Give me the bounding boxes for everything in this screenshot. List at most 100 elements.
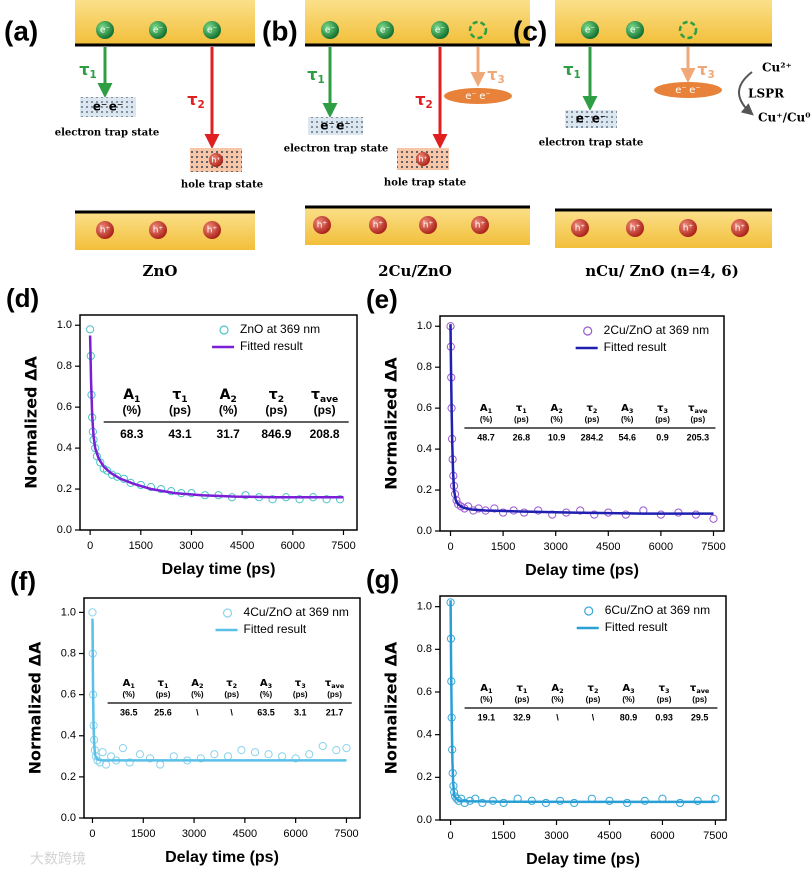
hole-label: h⁺: [735, 224, 746, 234]
header-symbol: τ: [158, 678, 165, 689]
conduction-band: [305, 0, 530, 44]
y-tick-label: 0.8: [57, 360, 72, 372]
table-header: τave: [311, 387, 338, 405]
header-symbol: τ: [657, 403, 664, 414]
table-unit: (ps): [515, 695, 530, 704]
tau-label: τ3: [697, 60, 714, 81]
header-symbol: A: [260, 678, 268, 689]
header-symbol: A: [480, 683, 488, 694]
y-axis-label: Normalized ΔA: [382, 641, 401, 774]
tau-symbol: τ: [187, 90, 197, 109]
electron-label: e⁻: [630, 26, 641, 36]
header-symbol: A: [220, 387, 231, 403]
trapped-electron: e⁻: [576, 112, 590, 126]
table-unit: (%): [480, 415, 493, 424]
table-unit: (%): [551, 695, 564, 704]
header-subscript: 2: [230, 395, 236, 405]
table-value: 19.1: [478, 712, 496, 722]
header-subscript: 1: [522, 407, 527, 415]
tau-symbol: τ: [307, 65, 317, 84]
header-subscript: 3: [629, 407, 634, 415]
fit-line: [449, 324, 714, 515]
hole: [149, 221, 167, 239]
cu-reduced-label: Cu⁺/Cu⁰: [758, 111, 811, 125]
data-point: [499, 508, 508, 517]
x-tick-label: 3000: [179, 540, 203, 552]
data-point: [463, 502, 473, 511]
header-subscript: 2: [233, 682, 238, 690]
y-tick-label: 0.0: [417, 525, 432, 537]
header-symbol: A: [551, 683, 559, 694]
y-tick-label: 0.4: [57, 442, 72, 454]
electron-trap-label: electron trap state: [284, 144, 388, 155]
table-unit: (%): [122, 403, 141, 417]
header-subscript: 1: [130, 682, 135, 690]
watermark: 大数跨境: [30, 851, 86, 867]
data-point: [478, 798, 487, 808]
data-point: [454, 500, 463, 509]
table-header: A3: [622, 683, 634, 695]
hole-label: h⁺: [683, 224, 694, 234]
data-point: [98, 748, 107, 757]
data-point: [490, 504, 499, 513]
data-point: [336, 495, 345, 504]
fit-line: [88, 335, 344, 499]
y-tick-label: 1.0: [417, 320, 432, 332]
header-symbol: τ: [659, 683, 666, 694]
data-point: [709, 514, 718, 523]
data-point: [196, 754, 205, 763]
table-value: \: [556, 712, 559, 722]
trapped-electron: e⁻: [592, 112, 606, 126]
header-subscript: 1: [523, 687, 528, 695]
hole-label: h⁺: [100, 226, 111, 236]
electron-label: e⁻: [380, 26, 391, 36]
y-tick-label: 0.8: [417, 361, 432, 373]
lspr-label: LSPR: [748, 87, 785, 101]
legend-label: ZnO at 369 nm: [240, 322, 320, 336]
header-subscript: ave: [695, 407, 709, 415]
electron-label: e⁻: [100, 26, 111, 36]
data-point: [102, 466, 112, 475]
panel-label: (f): [10, 566, 36, 596]
legend-marker: [583, 326, 593, 336]
table-value: 208.8: [310, 427, 340, 441]
hole: [731, 219, 749, 237]
legend-label: Fitted result: [244, 622, 307, 636]
header-subscript: ave: [696, 687, 710, 695]
table-header: A3: [621, 403, 633, 415]
table-value: 32.9: [513, 712, 531, 722]
tau-label: τ1: [563, 60, 580, 81]
plot-frame: [439, 315, 725, 532]
trapped-hole-label: h⁺: [211, 156, 220, 165]
header-subscript: 2: [278, 395, 284, 405]
table-header: A2: [191, 678, 203, 690]
tau-subscript: 2: [197, 99, 204, 111]
electron-trap-label: electron trap state: [55, 128, 159, 139]
header-symbol: τ: [690, 683, 697, 694]
electron: [321, 21, 339, 39]
lspr-electron: e⁻: [479, 91, 490, 102]
legend-marker: [219, 325, 229, 335]
data-point: [711, 794, 720, 803]
header-subscript: 1: [134, 395, 140, 405]
data-point: [241, 491, 250, 500]
table-value: 284.2: [581, 432, 604, 442]
header-symbol: τ: [295, 678, 302, 689]
lspr-state: [654, 82, 722, 98]
trapped-hole: [209, 153, 223, 167]
hole: [626, 219, 644, 237]
header-subscript: 2: [199, 682, 204, 690]
header-symbol: A: [191, 678, 199, 689]
table-header: A1: [480, 403, 493, 415]
table-value: 0.93: [655, 712, 673, 722]
tau-symbol: τ: [79, 60, 89, 79]
data-point: [534, 506, 543, 515]
table-header: τ3: [657, 403, 668, 415]
x-tick-label: 7500: [703, 830, 727, 842]
electron: [203, 21, 221, 39]
table-unit: (ps): [655, 415, 670, 424]
plot-frame: [79, 314, 358, 531]
header-subscript: 3: [268, 682, 273, 690]
table-value: 54.6: [618, 432, 636, 442]
legend-label: Fitted result: [605, 620, 668, 634]
